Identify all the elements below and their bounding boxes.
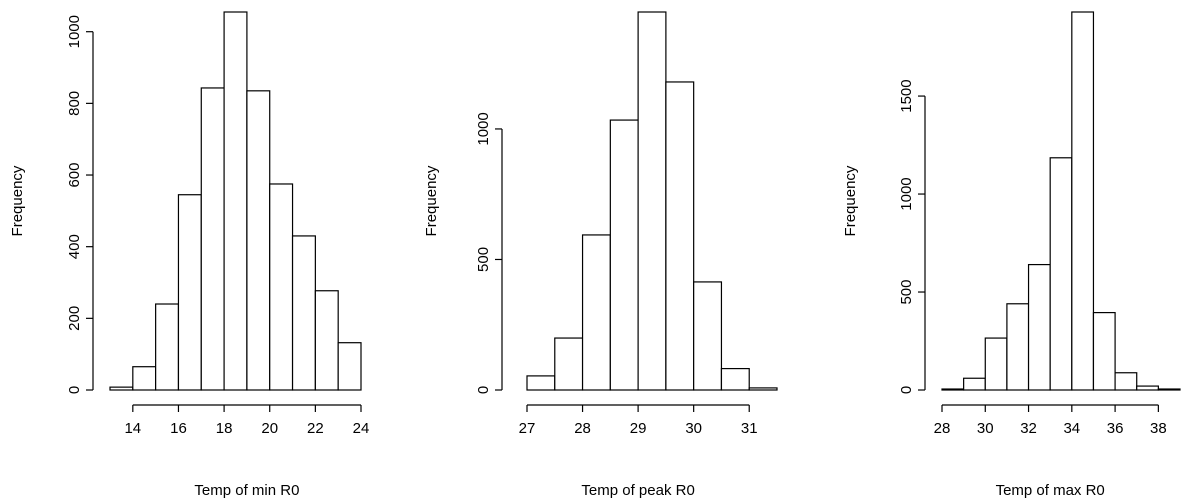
x-tick-label: 34 (1063, 420, 1080, 437)
bar (223, 11, 248, 391)
y-tick-label: 1000 (898, 177, 915, 210)
bar (984, 337, 1008, 391)
bar (554, 337, 584, 391)
bar (1114, 372, 1138, 391)
bar (132, 366, 157, 391)
y-tick-label: 0 (898, 386, 915, 394)
x-tick-label: 27 (519, 420, 536, 437)
y-tick-label: 0 (475, 386, 492, 394)
bar (177, 194, 202, 391)
x-tick-label: 28 (574, 420, 591, 437)
x-tick-label: 38 (1150, 420, 1167, 437)
bar (693, 281, 723, 391)
bar (748, 387, 778, 391)
x-axis-label: Temp of min R0 (194, 482, 299, 499)
y-axis-label: Frequency (423, 165, 440, 236)
bar (637, 11, 667, 391)
bar (609, 119, 639, 391)
y-tick-label: 800 (66, 91, 83, 116)
bar (581, 234, 611, 391)
bar (155, 303, 180, 391)
x-tick-label: 36 (1107, 420, 1124, 437)
x-tick-label: 29 (630, 420, 647, 437)
bar (1157, 388, 1181, 391)
y-tick-label: 500 (475, 247, 492, 272)
y-tick-label: 1000 (66, 15, 83, 48)
bar (337, 342, 362, 391)
bar (246, 90, 271, 391)
x-tick-label: 18 (216, 420, 233, 437)
bar (1071, 11, 1095, 391)
bar (1092, 311, 1116, 391)
y-axis-label: Frequency (842, 165, 859, 236)
y-tick-label: 400 (66, 234, 83, 259)
x-tick-label: 20 (261, 420, 278, 437)
bar (291, 235, 316, 391)
bar (314, 290, 339, 391)
y-tick-label: 1000 (475, 112, 492, 145)
y-tick-label: 0 (66, 386, 83, 394)
x-tick-label: 30 (977, 420, 994, 437)
x-tick-label: 14 (124, 420, 141, 437)
bar (1136, 385, 1159, 391)
x-tick-label: 30 (685, 420, 702, 437)
y-tick-label: 1500 (898, 79, 915, 112)
x-tick-label: 22 (307, 420, 324, 437)
bar (109, 386, 134, 391)
bar (665, 81, 695, 391)
bar (720, 367, 750, 391)
bar (1049, 157, 1073, 391)
bar (941, 388, 965, 391)
x-axis-label: Temp of max R0 (996, 482, 1105, 499)
x-tick-label: 16 (170, 420, 187, 437)
bar (526, 375, 556, 391)
bar (269, 183, 294, 391)
bar (963, 377, 986, 391)
y-axis-label: Frequency (9, 165, 26, 236)
x-axis-label: Temp of peak R0 (581, 482, 694, 499)
y-tick-label: 600 (66, 163, 83, 188)
bar (1006, 303, 1030, 391)
x-tick-label: 28 (934, 420, 951, 437)
y-tick-label: 200 (66, 306, 83, 331)
x-tick-label: 32 (1020, 420, 1037, 437)
x-tick-label: 31 (741, 420, 758, 437)
x-tick-label: 24 (353, 420, 370, 437)
bar (1027, 263, 1051, 391)
y-tick-label: 500 (898, 280, 915, 305)
bar (200, 87, 225, 391)
